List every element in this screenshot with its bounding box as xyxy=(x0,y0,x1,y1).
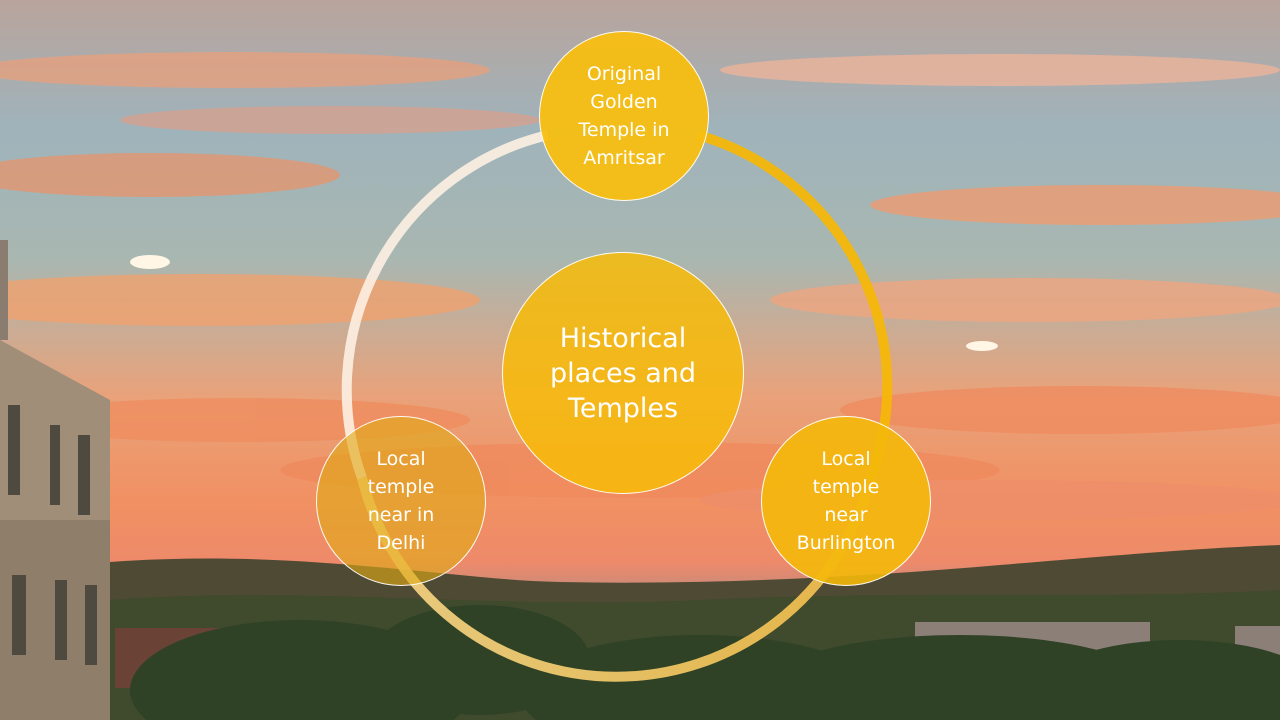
node-line: temple xyxy=(812,476,880,498)
node-line: near in xyxy=(367,504,435,526)
node-line: Temple in xyxy=(578,119,670,141)
node-golden-temple-amritsar: Original Golden Temple in Amritsar xyxy=(539,31,709,201)
node-line: near xyxy=(824,504,868,526)
center-node-line: places and xyxy=(549,357,697,389)
node-line: temple xyxy=(367,476,435,498)
center-node-line: Temples xyxy=(567,392,679,424)
node-line: Local xyxy=(376,448,426,470)
node-line: Local xyxy=(821,448,871,470)
node-line: Original xyxy=(586,63,662,85)
node-line: Golden xyxy=(590,91,658,113)
node-local-temple-burlington: Local temple near Burlington xyxy=(761,416,931,586)
node-local-temple-delhi: Local temple near in Delhi xyxy=(316,416,486,586)
center-node-line: Historical xyxy=(559,322,687,354)
node-line: Amritsar xyxy=(583,147,665,169)
center-node-historical-places: Historical places and Temples xyxy=(502,252,744,494)
node-line: Burlington xyxy=(796,532,896,554)
node-line: Delhi xyxy=(376,532,426,554)
